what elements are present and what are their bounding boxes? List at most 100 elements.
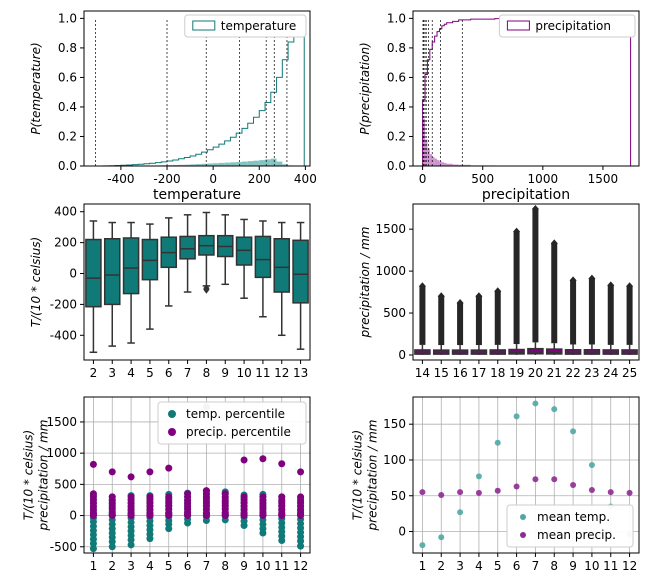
- box-13: [292, 221, 309, 350]
- x-tick-label: 0: [209, 172, 217, 186]
- point: [532, 400, 539, 407]
- box-body: [432, 349, 450, 355]
- flier: [203, 285, 210, 294]
- flier-column: [419, 286, 426, 345]
- x-tick-label: 9: [221, 366, 229, 380]
- point: [532, 476, 539, 483]
- y-tick-label: -200: [50, 297, 77, 311]
- x-tick-label: 7: [203, 559, 211, 573]
- box-body: [470, 349, 488, 355]
- point: [108, 543, 116, 551]
- point: [457, 489, 464, 496]
- point: [259, 455, 267, 463]
- x-tick-label: 15: [434, 366, 449, 380]
- x-tick-label: -200: [153, 172, 180, 186]
- density-bar: [253, 160, 260, 166]
- x-tick-label: 12: [293, 559, 308, 573]
- legend: precipitation: [498, 14, 636, 38]
- box-16: [451, 298, 469, 355]
- x-tick-label: 8: [221, 559, 229, 573]
- flier: [588, 274, 596, 283]
- density-bar: [218, 162, 225, 166]
- flier-column: [570, 280, 577, 345]
- point: [127, 541, 135, 549]
- axes-frame: [83, 10, 311, 167]
- density-bar: [439, 161, 442, 166]
- density-bar: [270, 158, 277, 166]
- y-axis-label: P(precipitation): [358, 42, 372, 134]
- point: [475, 473, 482, 480]
- box-21: [545, 239, 563, 355]
- y-tick-label: 50: [391, 489, 406, 503]
- box-19: [508, 227, 525, 355]
- y-tick-label: 0: [398, 525, 406, 539]
- y-tick-label: 100: [383, 453, 406, 467]
- y-tick-label: 0.8: [387, 41, 406, 55]
- point: [127, 473, 135, 481]
- density-bar: [224, 162, 231, 166]
- y-tick-label: 0.0: [58, 159, 77, 173]
- x-tick-label: 1: [90, 559, 98, 573]
- point: [89, 490, 97, 498]
- x-tick-label: -400: [107, 172, 134, 186]
- y-axis-label: T/(10 * celsius): [29, 237, 43, 327]
- box-5: [141, 223, 159, 330]
- y-tick-label: 1500: [46, 415, 77, 429]
- density-bar: [184, 164, 191, 166]
- x-tick-label: 22: [565, 366, 580, 380]
- x-tick-label: 4: [475, 559, 483, 573]
- flier-column: [626, 286, 633, 345]
- box-17: [470, 292, 488, 355]
- density-bar: [422, 118, 426, 166]
- x-axis-label: temperature: [153, 187, 241, 203]
- y-axis-label: T/(10 * celsius): [22, 430, 36, 520]
- box-body: [179, 235, 196, 260]
- x-tick-label: 4: [127, 366, 135, 380]
- y-tick-label: -400: [50, 328, 77, 342]
- flier: [437, 292, 445, 301]
- point: [419, 542, 426, 549]
- x-tick-label: 9: [569, 559, 577, 573]
- y-tick-label: -500: [50, 540, 77, 554]
- point: [165, 493, 173, 501]
- box-4: [122, 221, 140, 344]
- x-tick-label: 7: [184, 366, 192, 380]
- box-12: [273, 221, 291, 337]
- density-bar: [458, 164, 471, 166]
- box-23: [583, 274, 601, 355]
- point: [278, 460, 286, 468]
- box-body: [292, 239, 309, 304]
- point: [513, 483, 520, 490]
- x-tick-label: 0: [419, 172, 427, 186]
- y-tick-label: 1.0: [58, 11, 77, 25]
- point: [89, 460, 97, 468]
- y-tick-label: 1500: [375, 222, 406, 236]
- density-bar: [201, 163, 208, 166]
- point: [165, 464, 173, 472]
- legend: temp. percentile precip. percentile: [157, 401, 307, 445]
- x-tick-label: 18: [490, 366, 505, 380]
- flier-column: [551, 243, 558, 344]
- flier: [494, 287, 502, 296]
- legend: temperature: [184, 14, 307, 38]
- x-tick-label: 8: [550, 559, 558, 573]
- box-2: [85, 220, 102, 354]
- box-15: [432, 292, 450, 355]
- density-bar: [207, 163, 214, 166]
- x-tick-label: 3: [127, 559, 135, 573]
- x-tick-label: 2: [108, 559, 116, 573]
- x-tick-label: 10: [255, 559, 270, 573]
- flier: [626, 282, 634, 291]
- precip-hist-chart: 0.0 0.2 0.4 0.6 0.8 1.0 0 500 1000 1500 precipitat…: [358, 10, 640, 203]
- point: [127, 493, 135, 501]
- legend-marker: [168, 428, 176, 436]
- axes-frame: [412, 396, 640, 554]
- y-tick-label: 0.6: [58, 70, 77, 84]
- x-tick-label: 24: [603, 366, 618, 380]
- x-tick-label: 2: [437, 559, 445, 573]
- x-tick-label: 4: [146, 559, 154, 573]
- x-tick-label: 11: [274, 559, 289, 573]
- y-tick-label: 500: [54, 477, 77, 491]
- flier-column: [475, 296, 482, 346]
- box-body: [545, 348, 563, 355]
